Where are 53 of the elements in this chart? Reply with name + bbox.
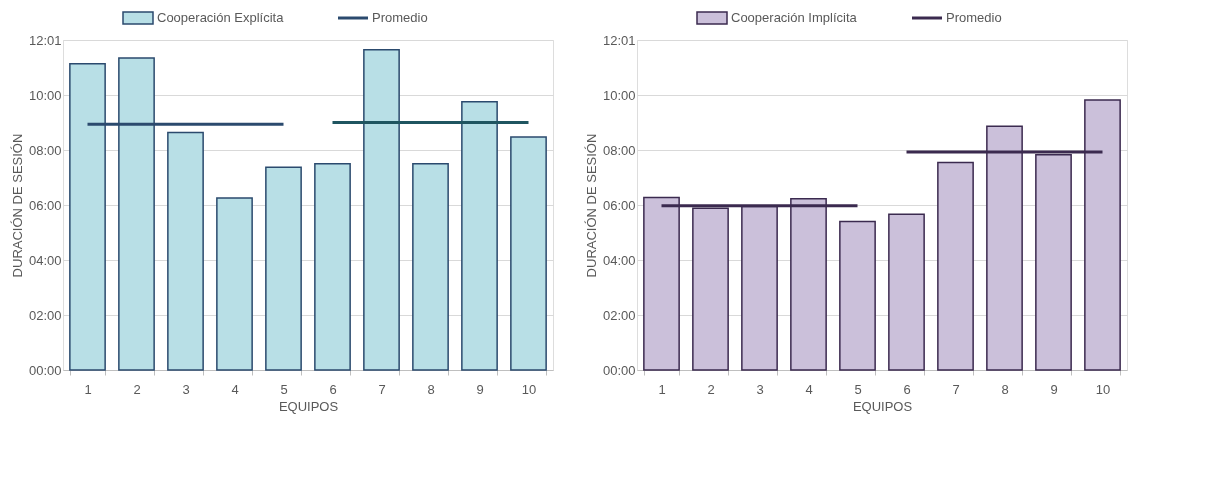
x-tick-label: 3 — [756, 381, 764, 397]
y-tick-label: 04:00 — [602, 252, 636, 268]
x-tick-label: 6 — [329, 381, 337, 397]
y-tick-label: 06:00 — [602, 197, 636, 213]
x-tick-label: 7 — [378, 381, 386, 397]
y-tick-label: 04:00 — [28, 252, 62, 268]
y-tick-label: 10:00 — [602, 87, 636, 103]
legend-label: Promedio — [946, 10, 1002, 25]
y-tick-label: 06:00 — [28, 197, 62, 213]
bar — [461, 100, 498, 371]
x-tick-label: 8 — [1001, 381, 1009, 397]
bar — [265, 166, 302, 371]
bar — [363, 49, 400, 371]
legend-label: Cooperación Implícita — [731, 10, 858, 25]
x-tick-label: 10 — [1095, 381, 1111, 397]
y-tick-label: 10:00 — [28, 87, 62, 103]
y-tick-label: 00:00 — [602, 362, 636, 378]
x-axis-title: EQUIPOS — [852, 398, 913, 414]
y-tick-label: 12:01 — [28, 32, 62, 48]
x-tick-label: 1 — [658, 381, 666, 397]
legend-label: Cooperación Explícita — [157, 10, 285, 25]
x-tick-label: 8 — [427, 381, 435, 397]
bar — [167, 131, 204, 371]
y-tick-label: 12:01 — [602, 32, 636, 48]
bar — [937, 161, 974, 371]
x-tick-label: 3 — [182, 381, 190, 397]
bar — [216, 197, 253, 371]
x-tick-label: 2 — [707, 381, 715, 397]
x-tick-label: 7 — [952, 381, 960, 397]
x-axis-title: EQUIPOS — [278, 398, 339, 414]
y-axis-title: DURACIÓN DE SESIÓN — [9, 133, 25, 278]
x-tick-label: 5 — [280, 381, 288, 397]
x-tick-label: 9 — [476, 381, 484, 397]
x-tick-label: 4 — [231, 381, 239, 397]
y-axis-title: DURACIÓN DE SESIÓN — [583, 133, 599, 278]
x-tick-label: 1 — [84, 381, 92, 397]
y-tick-label: 08:00 — [602, 142, 636, 158]
bar — [412, 163, 449, 371]
bar — [888, 213, 925, 371]
x-tick-label: 6 — [903, 381, 911, 397]
bar — [314, 163, 351, 371]
y-tick-label: 00:00 — [28, 362, 62, 378]
bar — [510, 136, 547, 371]
x-tick-label: 10 — [521, 381, 537, 397]
x-tick-label: 4 — [805, 381, 813, 397]
x-tick-label: 2 — [133, 381, 141, 397]
legend-label: Promedio — [372, 10, 428, 25]
y-tick-label: 02:00 — [28, 307, 62, 323]
x-tick-label: 9 — [1050, 381, 1058, 397]
x-tick-label: 5 — [854, 381, 862, 397]
y-tick-label: 08:00 — [28, 142, 62, 158]
y-tick-label: 02:00 — [602, 307, 636, 323]
bar — [839, 220, 876, 371]
